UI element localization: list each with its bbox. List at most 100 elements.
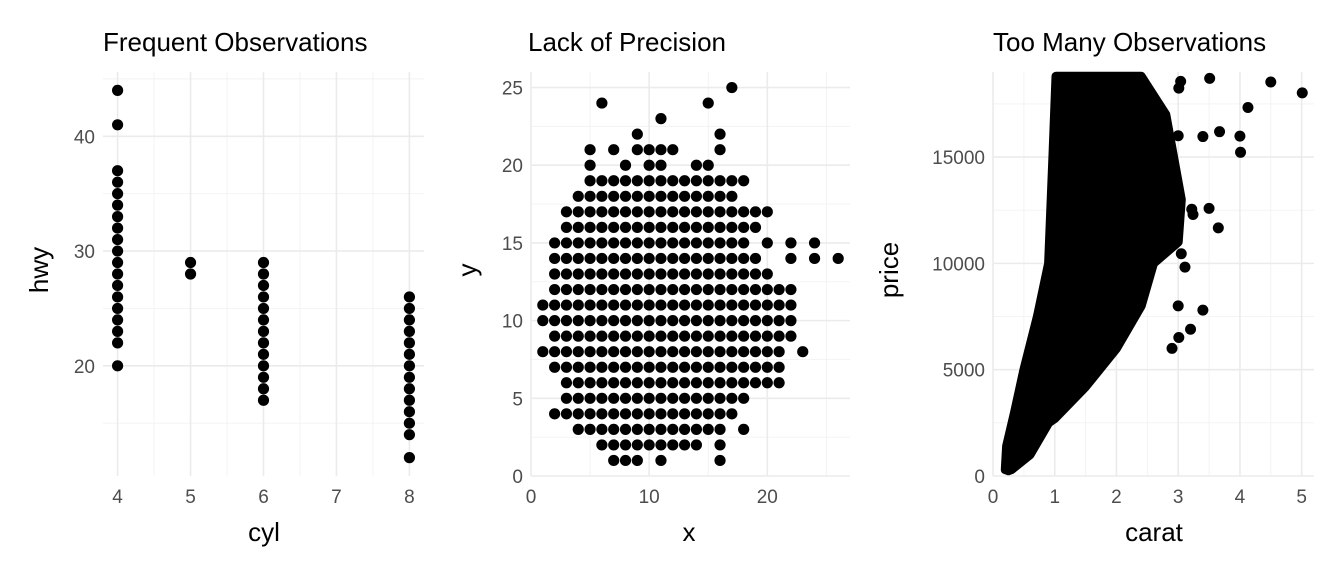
- chart-title: Frequent Observations: [103, 27, 367, 57]
- data-point: [631, 206, 643, 218]
- data-point: [608, 299, 620, 311]
- data-point: [667, 237, 679, 249]
- data-point: [690, 190, 703, 202]
- data-point: [714, 283, 726, 296]
- x-tick-label: 3: [1173, 487, 1184, 508]
- data-point: [714, 206, 726, 218]
- x-tick-label: 5: [185, 487, 196, 508]
- data-point: [572, 423, 584, 435]
- data-point: [714, 408, 726, 420]
- data-point: [702, 423, 714, 435]
- data-point: [631, 377, 643, 389]
- data-points: [1000, 71, 1308, 476]
- data-point: [608, 392, 620, 404]
- data-point: [655, 159, 667, 171]
- data-point: [549, 408, 561, 420]
- data-point: [403, 337, 416, 349]
- data-point: [631, 361, 643, 373]
- data-point: [619, 361, 632, 373]
- data-point: [667, 361, 679, 373]
- data-point: [549, 330, 561, 342]
- data-point: [702, 330, 714, 342]
- data-point: [643, 361, 655, 373]
- data-point: [690, 221, 703, 233]
- data-point: [678, 439, 691, 451]
- data-point: [773, 346, 785, 358]
- data-point: [584, 315, 596, 327]
- data-point: [1203, 202, 1215, 214]
- data-point: [738, 346, 750, 358]
- data-point: [631, 392, 643, 404]
- data-point: [111, 245, 124, 257]
- data-point: [1212, 222, 1224, 234]
- data-point: [1214, 126, 1226, 138]
- y-tick-label: 5: [512, 389, 523, 410]
- data-point: [773, 283, 785, 296]
- data-point: [785, 330, 797, 342]
- data-point: [619, 299, 632, 311]
- data-point: [678, 315, 691, 327]
- data-point: [749, 315, 762, 327]
- x-tick-label: 2: [1111, 487, 1122, 508]
- data-point: [560, 392, 573, 404]
- data-point: [714, 221, 726, 233]
- data-point: [631, 439, 643, 451]
- data-point: [1186, 203, 1198, 215]
- data-point: [690, 330, 703, 342]
- data-point: [667, 299, 679, 311]
- data-point: [619, 454, 632, 467]
- data-point: [655, 283, 667, 296]
- data-point: [726, 408, 738, 420]
- data-point: [111, 360, 124, 372]
- data-point: [702, 252, 714, 265]
- data-point: [749, 346, 762, 358]
- data-point: [749, 377, 762, 389]
- data-point: [738, 206, 750, 218]
- data-point: [761, 315, 773, 327]
- data-point: [690, 175, 703, 187]
- data-point: [619, 392, 632, 404]
- data-point: [631, 221, 643, 233]
- data-points: [111, 84, 416, 464]
- data-point: [403, 383, 416, 395]
- data-point: [667, 346, 679, 358]
- y-tick-label: 25: [502, 79, 523, 100]
- data-point: [808, 252, 821, 265]
- data-point: [726, 175, 738, 187]
- data-point: [702, 206, 714, 218]
- data-point: [1234, 130, 1246, 142]
- data-point: [111, 188, 124, 200]
- data-point: [257, 348, 270, 360]
- data-point: [738, 392, 750, 404]
- data-point: [761, 283, 773, 296]
- data-point: [560, 408, 573, 420]
- data-point: [643, 159, 655, 171]
- data-point: [749, 268, 762, 280]
- data-point: [738, 252, 750, 265]
- data-point: [596, 237, 608, 249]
- data-point: [111, 176, 124, 188]
- data-point: [678, 408, 691, 420]
- data-point: [678, 175, 691, 187]
- data-point: [678, 221, 691, 233]
- data-point: [257, 394, 270, 406]
- data-point: [257, 302, 270, 315]
- data-point: [785, 237, 797, 249]
- data-point: [690, 392, 703, 404]
- data-point: [655, 361, 667, 373]
- data-point: [596, 330, 608, 342]
- data-point: [596, 408, 608, 420]
- data-point: [678, 299, 691, 311]
- data-point: [560, 346, 573, 358]
- data-point: [572, 206, 584, 218]
- data-point: [667, 252, 679, 265]
- data-point: [726, 81, 738, 94]
- data-point: [560, 221, 573, 233]
- data-point: [537, 299, 549, 311]
- data-point: [257, 291, 270, 303]
- y-tick-label: 0: [512, 467, 523, 488]
- data-point: [690, 361, 703, 373]
- data-point: [655, 377, 667, 389]
- data-point: [619, 330, 632, 342]
- data-point: [655, 175, 667, 187]
